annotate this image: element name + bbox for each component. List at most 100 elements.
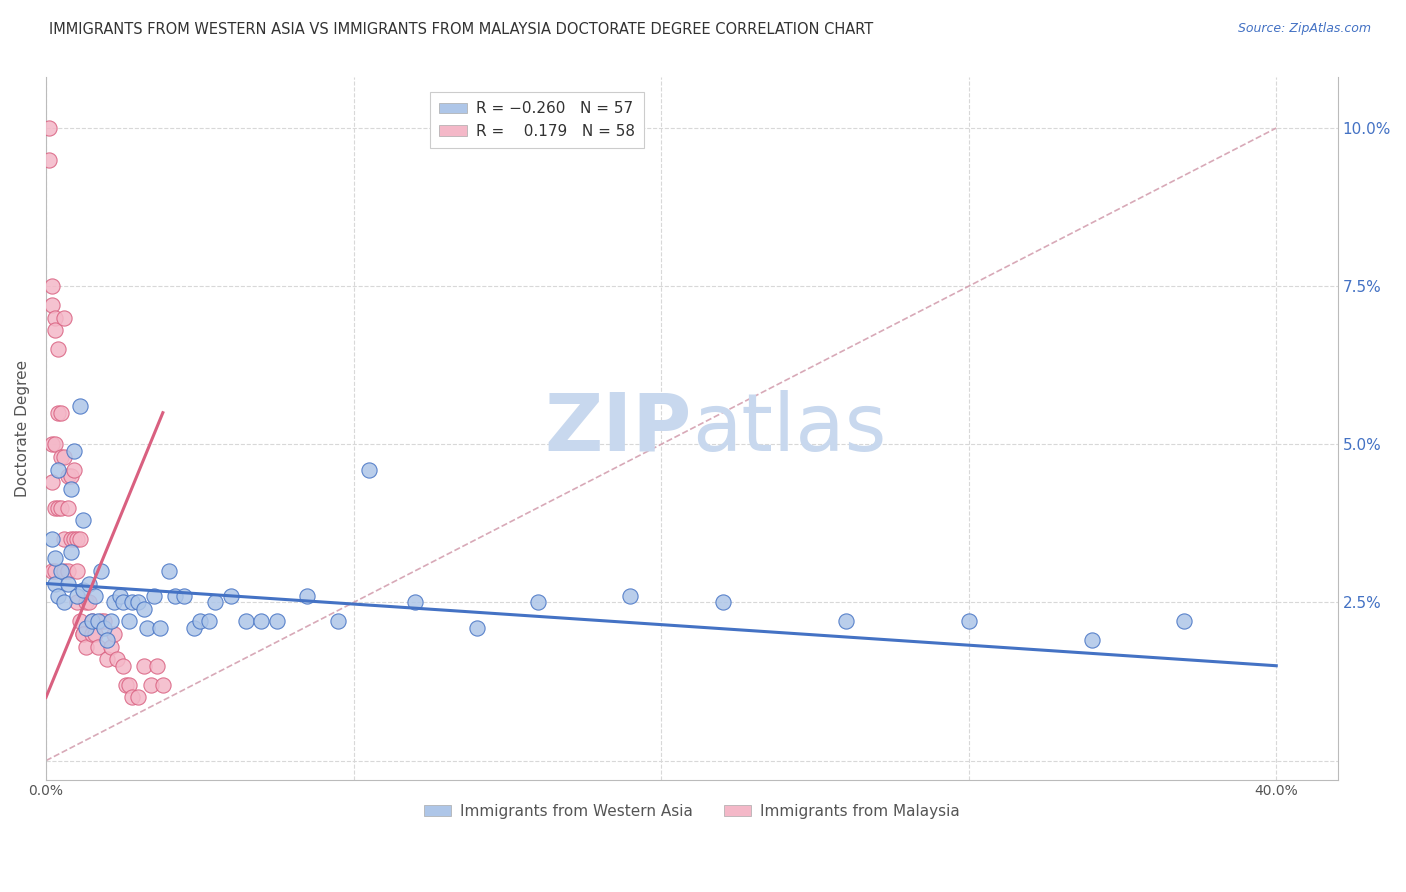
Point bbox=[66, 595, 89, 609]
Point bbox=[139, 678, 162, 692]
Point bbox=[90, 564, 112, 578]
Y-axis label: Doctorate Degree: Doctorate Degree bbox=[15, 360, 30, 497]
Point bbox=[66, 564, 89, 578]
Point bbox=[328, 615, 350, 629]
Point bbox=[465, 621, 488, 635]
Point bbox=[77, 576, 100, 591]
Point bbox=[121, 690, 143, 705]
Point bbox=[165, 589, 187, 603]
Point bbox=[44, 437, 66, 451]
Point bbox=[38, 121, 60, 136]
Point bbox=[66, 533, 89, 547]
Point bbox=[82, 615, 104, 629]
Point bbox=[250, 615, 273, 629]
Point bbox=[111, 658, 134, 673]
Point bbox=[51, 500, 73, 515]
Point bbox=[69, 533, 91, 547]
Point bbox=[44, 500, 66, 515]
Legend: Immigrants from Western Asia, Immigrants from Malaysia: Immigrants from Western Asia, Immigrants… bbox=[418, 797, 966, 824]
Point bbox=[41, 533, 63, 547]
Text: atlas: atlas bbox=[692, 390, 886, 467]
Point bbox=[46, 463, 69, 477]
Point bbox=[56, 576, 79, 591]
Point bbox=[66, 589, 89, 603]
Point bbox=[173, 589, 195, 603]
Point bbox=[957, 615, 980, 629]
Point bbox=[297, 589, 319, 603]
Point bbox=[41, 279, 63, 293]
Point bbox=[56, 500, 79, 515]
Point bbox=[51, 450, 73, 464]
Point bbox=[1173, 615, 1195, 629]
Point bbox=[41, 437, 63, 451]
Point bbox=[111, 595, 134, 609]
Point bbox=[87, 615, 110, 629]
Point bbox=[44, 576, 66, 591]
Point bbox=[115, 678, 138, 692]
Point bbox=[134, 602, 156, 616]
Point bbox=[69, 615, 91, 629]
Point bbox=[93, 615, 115, 629]
Point bbox=[56, 469, 79, 483]
Point bbox=[357, 463, 380, 477]
Point bbox=[53, 595, 76, 609]
Point bbox=[44, 551, 66, 566]
Point bbox=[103, 595, 125, 609]
Point bbox=[235, 615, 257, 629]
Point bbox=[149, 621, 172, 635]
Point bbox=[84, 627, 107, 641]
Point bbox=[46, 406, 69, 420]
Point bbox=[87, 640, 110, 654]
Point bbox=[44, 310, 66, 325]
Point bbox=[75, 640, 97, 654]
Point bbox=[72, 582, 94, 597]
Point bbox=[82, 615, 104, 629]
Text: IMMIGRANTS FROM WESTERN ASIA VS IMMIGRANTS FROM MALAYSIA DOCTORATE DEGREE CORREL: IMMIGRANTS FROM WESTERN ASIA VS IMMIGRAN… bbox=[49, 22, 873, 37]
Point bbox=[404, 595, 426, 609]
Point bbox=[127, 690, 149, 705]
Point bbox=[188, 615, 211, 629]
Point bbox=[75, 595, 97, 609]
Point bbox=[619, 589, 641, 603]
Point bbox=[108, 589, 131, 603]
Point bbox=[72, 513, 94, 527]
Point bbox=[136, 621, 159, 635]
Point bbox=[84, 589, 107, 603]
Point bbox=[62, 463, 84, 477]
Point bbox=[62, 533, 84, 547]
Point bbox=[134, 658, 156, 673]
Point bbox=[38, 153, 60, 167]
Point bbox=[183, 621, 205, 635]
Point bbox=[157, 564, 180, 578]
Point bbox=[118, 678, 141, 692]
Point bbox=[100, 615, 122, 629]
Point bbox=[53, 450, 76, 464]
Point bbox=[711, 595, 734, 609]
Point bbox=[53, 310, 76, 325]
Point bbox=[41, 475, 63, 490]
Point bbox=[59, 469, 82, 483]
Point bbox=[103, 627, 125, 641]
Point bbox=[59, 545, 82, 559]
Point bbox=[59, 482, 82, 496]
Point bbox=[834, 615, 856, 629]
Point bbox=[90, 615, 112, 629]
Point bbox=[46, 589, 69, 603]
Point bbox=[118, 615, 141, 629]
Point bbox=[142, 589, 165, 603]
Point bbox=[44, 564, 66, 578]
Point bbox=[51, 406, 73, 420]
Point bbox=[266, 615, 288, 629]
Point bbox=[96, 633, 118, 648]
Point bbox=[100, 640, 122, 654]
Point bbox=[44, 323, 66, 337]
Point bbox=[527, 595, 550, 609]
Point bbox=[59, 533, 82, 547]
Text: ZIP: ZIP bbox=[544, 390, 692, 467]
Point bbox=[41, 564, 63, 578]
Point bbox=[53, 533, 76, 547]
Point bbox=[51, 564, 73, 578]
Point bbox=[127, 595, 149, 609]
Point bbox=[56, 564, 79, 578]
Point bbox=[69, 400, 91, 414]
